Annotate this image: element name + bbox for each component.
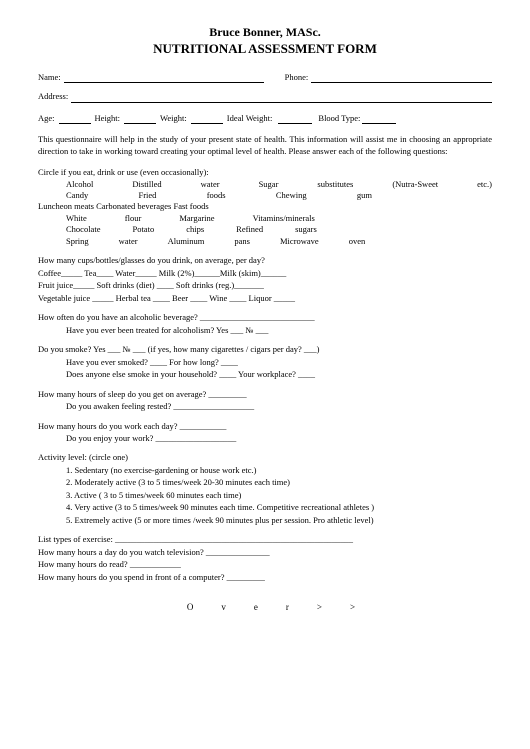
alcohol-q1[interactable]: How often do you have an alcoholic bever… — [38, 312, 492, 323]
smoke-q2[interactable]: Have you ever smoked? ____ For how long?… — [38, 357, 492, 368]
opt-distilled[interactable]: Distilled — [132, 179, 161, 190]
drinks-line2[interactable]: Fruit juice_____ Soft drinks (diet) ____… — [38, 280, 492, 291]
form-page: Bruce Bonner, MASc. NUTRITIONAL ASSESSME… — [0, 0, 530, 749]
label-blood-type: Blood Type: — [318, 113, 360, 124]
label-age: Age: — [38, 113, 55, 124]
smoke-section: Do you smoke? Yes ___ № ___ (if yes, how… — [38, 344, 492, 380]
opt-chewing[interactable]: Chewing — [276, 190, 307, 201]
circle-prompt: Circle if you eat, drink or use (even oc… — [38, 167, 492, 178]
opt-foods[interactable]: foods — [207, 190, 226, 201]
opt-oven[interactable]: oven — [349, 236, 366, 247]
label-address: Address: — [38, 91, 68, 102]
sleep-section: How many hours of sleep do you get on av… — [38, 389, 492, 413]
row-stats: Age: Height: Weight: Ideal Weight: Blood… — [38, 113, 492, 124]
circle-row-4: White flour Margarine Vitamins/minerals — [38, 213, 492, 224]
opt-water2[interactable]: water — [119, 236, 138, 247]
opt-sugars[interactable]: sugars — [295, 224, 317, 235]
work-q1[interactable]: How many hours do you work each day? ___… — [38, 421, 492, 432]
smoke-q1[interactable]: Do you smoke? Yes ___ № ___ (if yes, how… — [38, 344, 492, 355]
activity-opt2[interactable]: 2. Moderately active (3 to 5 times/week … — [38, 477, 492, 488]
opt-chips[interactable]: chips — [186, 224, 204, 235]
opt-fried[interactable]: Fried — [138, 190, 156, 201]
opt-water[interactable]: water — [201, 179, 220, 190]
label-name: Name: — [38, 72, 61, 83]
activity-opt3[interactable]: 3. Active ( 3 to 5 times/week 60 minutes… — [38, 490, 492, 501]
opt-candy[interactable]: Candy — [66, 190, 88, 201]
opt-flour[interactable]: flour — [125, 213, 142, 224]
drinks-prompt: How many cups/bottles/glasses do you dri… — [38, 255, 492, 266]
sleep-q2[interactable]: Do you awaken feeling rested? __________… — [38, 401, 492, 412]
input-height[interactable] — [124, 114, 156, 124]
input-phone[interactable] — [311, 73, 492, 83]
footer-over: Over>> — [38, 601, 492, 613]
alcohol-q2[interactable]: Have you ever been treated for alcoholis… — [38, 325, 492, 336]
opt-vitamins[interactable]: Vitamins/minerals — [253, 213, 315, 224]
input-age[interactable] — [59, 114, 91, 124]
input-name[interactable] — [64, 73, 264, 83]
drinks-line1[interactable]: Coffee_____ Tea____ Water_____ Milk (2%)… — [38, 268, 492, 279]
opt-pans[interactable]: pans — [234, 236, 250, 247]
opt-substitutes[interactable]: substitutes — [317, 179, 353, 190]
circle-row-5: Chocolate Potato chips Refined sugars — [38, 224, 492, 235]
opt-chocolate[interactable]: Chocolate — [66, 224, 100, 235]
opt-white[interactable]: White — [66, 213, 87, 224]
label-height: Height: — [95, 113, 121, 124]
opt-gum[interactable]: gum — [357, 190, 372, 201]
alcohol-section: How often do you have an alcoholic bever… — [38, 312, 492, 336]
opt-microwave[interactable]: Microwave — [280, 236, 319, 247]
activity-opt5[interactable]: 5. Extremely active (5 or more times /we… — [38, 515, 492, 526]
row-name-phone: Name: Phone: — [38, 72, 492, 83]
label-phone: Phone: — [285, 72, 309, 83]
opt-margarine[interactable]: Margarine — [179, 213, 214, 224]
header-name: Bruce Bonner, MASc. — [38, 24, 492, 40]
activity-opt1[interactable]: 1. Sedentary (no exercise-gardening or h… — [38, 465, 492, 476]
misc-computer[interactable]: How many hours do you spend in front of … — [38, 572, 492, 583]
misc-exercise[interactable]: List types of exercise: ________________… — [38, 534, 492, 545]
row-address: Address: — [38, 91, 492, 102]
input-blood-type[interactable] — [362, 114, 396, 124]
activity-prompt: Activity level: (circle one) — [38, 452, 492, 463]
work-section: How many hours do you work each day? ___… — [38, 421, 492, 445]
activity-opt4[interactable]: 4. Very active (3 to 5 times/week 90 min… — [38, 502, 492, 513]
opt-aluminum[interactable]: Aluminum — [168, 236, 205, 247]
opt-nutrasweet[interactable]: (Nutra-Sweet — [392, 179, 438, 190]
drinks-line3[interactable]: Vegetable juice _____ Herbal tea ____ Be… — [38, 293, 492, 304]
opt-etc: etc.) — [477, 179, 492, 190]
circle-row-2: Candy Fried foods Chewing gum — [38, 190, 492, 201]
label-weight: Weight: — [160, 113, 187, 124]
opt-refined[interactable]: Refined — [236, 224, 263, 235]
misc-tv[interactable]: How many hours a day do you watch televi… — [38, 547, 492, 558]
header-title: NUTRITIONAL ASSESSMENT FORM — [38, 40, 492, 58]
activity-section: Activity level: (circle one) 1. Sedentar… — [38, 452, 492, 526]
smoke-q3[interactable]: Does anyone else smoke in your household… — [38, 369, 492, 380]
work-q2[interactable]: Do you enjoy your work? ________________… — [38, 433, 492, 444]
input-weight[interactable] — [191, 114, 223, 124]
sleep-q1[interactable]: How many hours of sleep do you get on av… — [38, 389, 492, 400]
opt-spring[interactable]: Spring — [66, 236, 89, 247]
input-address[interactable] — [71, 93, 492, 103]
label-ideal-weight: Ideal Weight: — [227, 113, 273, 124]
misc-read[interactable]: How many hours do read? ____________ — [38, 559, 492, 570]
input-ideal-weight[interactable] — [278, 114, 312, 124]
circle-row-6: Spring water Aluminum pans Microwave ove… — [38, 236, 492, 247]
intro-paragraph: This questionnaire will help in the stud… — [38, 134, 492, 157]
opt-sugar[interactable]: Sugar — [259, 179, 279, 190]
drinks-section: How many cups/bottles/glasses do you dri… — [38, 255, 492, 304]
circle-row-1: Alcohol Distilled water Sugar substitute… — [38, 179, 492, 190]
opt-potato[interactable]: Potato — [132, 224, 154, 235]
opt-alcohol[interactable]: Alcohol — [66, 179, 93, 190]
circle-line-3[interactable]: Luncheon meats Carbonated beverages Fast… — [38, 201, 492, 212]
misc-section: List types of exercise: ________________… — [38, 534, 492, 583]
